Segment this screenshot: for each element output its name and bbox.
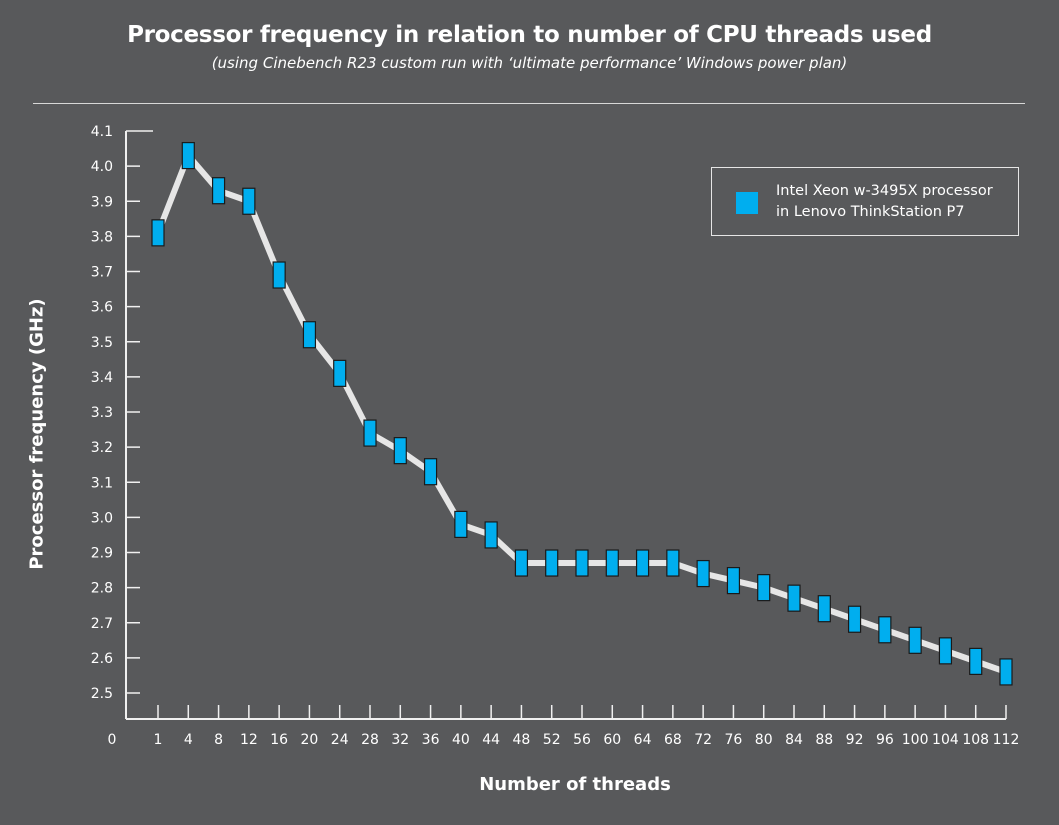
y-axis-label: Processor frequency (GHz) <box>26 298 48 570</box>
x-tick-label: 108 <box>962 732 989 748</box>
x-tick-label: 80 <box>755 732 773 748</box>
data-point <box>726 566 741 595</box>
data-point <box>635 549 650 577</box>
y-tick-label: 2.9 <box>91 546 113 562</box>
x-tick-label: 32 <box>391 732 409 748</box>
x-tick-label: 96 <box>876 732 894 748</box>
x-tick-label: 20 <box>301 732 319 748</box>
y-tick-label: 3.9 <box>91 194 113 210</box>
data-point <box>817 595 831 623</box>
data-point <box>514 549 529 577</box>
x-tick-label: 24 <box>331 732 349 748</box>
y-tick-label: 3.7 <box>91 265 113 281</box>
data-point <box>484 521 498 549</box>
data-point <box>423 458 438 486</box>
x-tick-label: 8 <box>214 732 223 748</box>
data-point <box>787 584 801 612</box>
data-point <box>393 437 407 465</box>
data-point <box>181 141 195 170</box>
legend-label: Intel Xeon w-3495X processor in Lenovo T… <box>776 181 993 223</box>
x-tick-label: 12 <box>240 732 258 748</box>
x-tick-label: 88 <box>815 732 833 748</box>
y-tick-label: 3.0 <box>91 510 113 526</box>
y-tick-label: 2.7 <box>91 616 113 632</box>
legend: Intel Xeon w-3495X processor in Lenovo T… <box>711 167 1019 236</box>
legend-line-2: in Lenovo ThinkStation P7 <box>776 204 965 220</box>
data-point <box>211 177 226 205</box>
data-point <box>908 626 922 654</box>
data-point <box>363 419 377 447</box>
x-tick-label: 100 <box>902 732 929 748</box>
data-point <box>333 359 347 387</box>
data-point <box>847 605 862 633</box>
x-tick-label: 40 <box>452 732 470 748</box>
y-tick-label: 3.5 <box>91 335 113 351</box>
x-axis-label: Number of threads <box>479 774 671 795</box>
x-tick-label: 112 <box>993 732 1020 748</box>
data-point <box>999 658 1013 686</box>
y-tick-label: 3.2 <box>91 440 113 456</box>
y-tick-label: 3.3 <box>91 405 113 421</box>
x-tick-label: 1 <box>154 732 163 748</box>
x-tick-label: 76 <box>725 732 743 748</box>
y-tick-label: 3.8 <box>91 229 113 245</box>
data-point <box>969 647 983 675</box>
y-tick-label: 3.6 <box>91 300 113 316</box>
x-tick-label: 72 <box>694 732 712 748</box>
x-tick-label: 92 <box>846 732 864 748</box>
data-point <box>696 559 710 588</box>
data-point <box>272 261 286 289</box>
data-point <box>878 616 892 644</box>
x-origin-label: 0 <box>108 732 117 748</box>
x-tick-label: 36 <box>422 732 440 748</box>
y-tick-label: 4.1 <box>91 124 113 140</box>
x-tick-label: 64 <box>634 732 652 748</box>
data-point <box>242 187 256 215</box>
divider <box>33 103 1025 104</box>
y-tick-label: 2.5 <box>91 686 113 702</box>
y-tick-label: 3.4 <box>91 370 113 386</box>
x-tick-label: 16 <box>270 732 288 748</box>
x-tick-label: 104 <box>932 732 959 748</box>
chart-subtitle: (using Cinebench R23 custom run with ‘ul… <box>211 54 848 72</box>
data-point <box>938 637 953 665</box>
legend-line-1: Intel Xeon w-3495X processor <box>776 183 993 199</box>
data-point <box>605 549 619 577</box>
y-tick-label: 4.0 <box>91 159 113 175</box>
x-tick-label: 84 <box>785 732 803 748</box>
x-tick-label: 56 <box>573 732 591 748</box>
data-point <box>454 510 468 538</box>
data-point <box>545 549 559 577</box>
data-point <box>666 549 680 577</box>
x-tick-label: 48 <box>513 732 531 748</box>
x-tick-label: 44 <box>482 732 500 748</box>
chart-title: Processor frequency in relation to numbe… <box>127 22 932 48</box>
x-tick-label: 68 <box>664 732 682 748</box>
data-point <box>757 574 771 602</box>
y-tick-label: 2.6 <box>91 651 113 667</box>
x-tick-label: 28 <box>361 732 379 748</box>
data-point <box>575 549 589 577</box>
data-point <box>302 321 317 349</box>
legend-swatch <box>736 192 758 214</box>
data-point <box>151 219 165 247</box>
y-tick-label: 3.1 <box>91 475 113 491</box>
x-tick-label: 60 <box>603 732 621 748</box>
x-tick-label: 4 <box>184 732 193 748</box>
y-tick-label: 2.8 <box>91 581 113 597</box>
x-tick-label: 52 <box>543 732 561 748</box>
